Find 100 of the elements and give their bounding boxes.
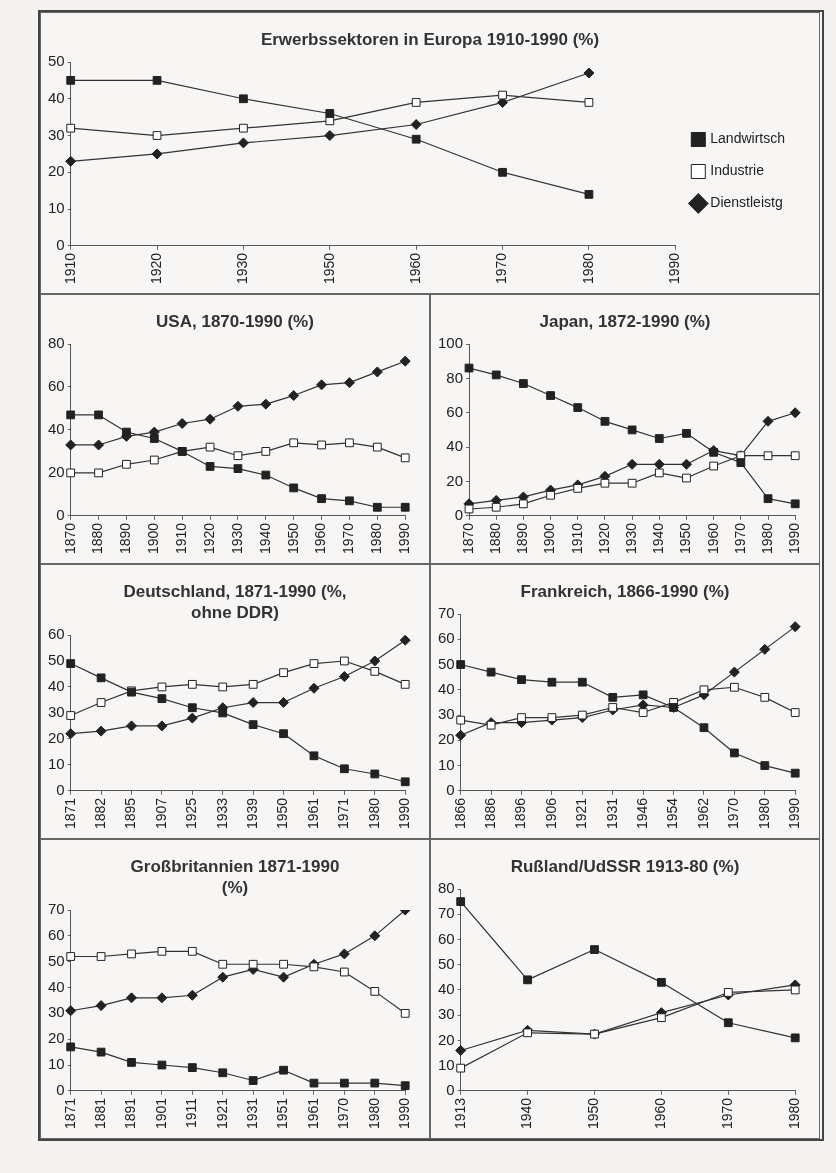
y-tick-label: 30 <box>48 703 65 721</box>
x-tick-label: 1870 <box>61 522 78 555</box>
y-tick-label: 50 <box>48 951 65 969</box>
y-tick-label: 0 <box>446 1081 455 1098</box>
x-tick-label: 1910 <box>568 522 585 555</box>
y-tick-label: 0 <box>56 506 65 523</box>
y-tick-label: 0 <box>56 236 65 253</box>
x-tick-label: 1907 <box>152 797 169 830</box>
x-tick-label: 1980 <box>786 1097 803 1130</box>
x-tick-label: 1925 <box>183 797 200 830</box>
y-tick-label: 20 <box>438 1030 455 1048</box>
y-tick-label: 40 <box>48 677 65 695</box>
y-tick-label: 60 <box>48 377 65 395</box>
y-tick-label: 40 <box>48 88 65 106</box>
x-tick-label: 1870 <box>459 522 476 555</box>
x-tick-label: 1950 <box>284 522 301 555</box>
y-tick-label: 20 <box>48 162 65 180</box>
y-tick-label: 40 <box>48 420 65 438</box>
y-tick-label: 10 <box>48 755 65 773</box>
x-tick-label: 1895 <box>122 797 139 830</box>
x-tick-label: 1961 <box>304 1097 321 1130</box>
y-tick-label: 60 <box>48 625 65 643</box>
x-tick-label: 1881 <box>91 1097 108 1130</box>
x-tick-label: 1911 <box>183 1097 200 1128</box>
y-tick-label: 0 <box>446 781 455 798</box>
legend-label: Industrie <box>710 162 765 179</box>
y-tick-label: 80 <box>438 879 455 897</box>
y-tick-label: 80 <box>48 334 65 352</box>
y-tick-label: 30 <box>48 1003 65 1021</box>
x-tick-label: 1990 <box>396 1097 413 1130</box>
x-tick-label: 1890 <box>117 522 134 555</box>
y-tick-label: 40 <box>438 679 455 697</box>
x-tick-label: 1931 <box>603 797 620 830</box>
x-tick-label: 1970 <box>335 1097 352 1130</box>
y-tick-label: 20 <box>48 1029 65 1047</box>
y-tick-label: 10 <box>438 1055 455 1073</box>
x-tick-label: 1970 <box>493 252 510 285</box>
x-tick-label: 1871 <box>61 797 78 830</box>
x-tick-label: 1990 <box>786 797 803 830</box>
chart-title: USA, 1870-1990 (%) <box>156 311 314 332</box>
x-tick-label: 1906 <box>542 797 559 830</box>
y-tick-label: 0 <box>454 506 464 523</box>
x-tick-label: 1970 <box>719 1097 736 1130</box>
y-tick-label: 0 <box>56 1081 65 1098</box>
x-tick-label: 1880 <box>89 522 106 555</box>
x-tick-label: 1940 <box>650 522 667 555</box>
x-tick-label: 1910 <box>173 522 190 555</box>
y-tick-label: 40 <box>48 977 65 995</box>
y-tick-label: 10 <box>438 755 455 773</box>
x-tick-label: 1990 <box>786 522 803 555</box>
y-tick-label: 40 <box>446 437 464 455</box>
y-tick-label: 100 <box>438 334 464 352</box>
x-tick-label: 1910 <box>61 252 78 285</box>
x-tick-label: 1871 <box>61 1097 78 1130</box>
x-tick-label: 1970 <box>340 522 357 555</box>
x-tick-label: 1901 <box>152 1097 169 1130</box>
y-tick-label: 80 <box>446 368 464 386</box>
x-tick-label: 1980 <box>758 522 775 555</box>
x-tick-label: 1866 <box>451 797 468 830</box>
y-tick-label: 30 <box>48 125 65 143</box>
y-tick-label: 50 <box>438 954 455 972</box>
x-tick-label: 1980 <box>579 252 596 285</box>
y-tick-label: 50 <box>438 654 455 672</box>
y-tick-label: 30 <box>438 705 455 723</box>
x-tick-label: 1930 <box>622 522 639 555</box>
x-tick-label: 1931 <box>244 1097 261 1130</box>
y-tick-label: 20 <box>446 471 464 489</box>
x-tick-label: 1950 <box>585 1097 602 1130</box>
y-tick-label: 60 <box>438 629 455 647</box>
x-tick-label: 1962 <box>694 797 711 830</box>
x-tick-label: 1920 <box>200 522 217 555</box>
x-tick-label: 1939 <box>244 797 261 830</box>
x-tick-label: 1891 <box>122 1097 139 1130</box>
x-tick-label: 1930 <box>234 252 251 285</box>
x-tick-label: 1990 <box>666 252 683 285</box>
y-tick-label: 40 <box>438 980 455 998</box>
y-tick-label: 20 <box>48 729 65 747</box>
y-tick-label: 50 <box>48 651 65 669</box>
x-tick-label: 1886 <box>481 797 498 830</box>
x-tick-label: 1954 <box>664 797 681 830</box>
y-tick-label: 30 <box>438 1005 455 1023</box>
x-tick-label: 1980 <box>368 522 385 555</box>
x-tick-label: 1900 <box>145 522 162 555</box>
x-tick-label: 1960 <box>652 1097 669 1130</box>
legend-label: Dienstleistg <box>710 194 783 211</box>
x-tick-label: 1951 <box>274 1097 291 1130</box>
x-tick-label: 1961 <box>304 797 321 830</box>
x-tick-label: 1940 <box>256 522 273 555</box>
x-tick-label: 1920 <box>595 522 612 555</box>
x-tick-label: 1950 <box>320 252 337 285</box>
x-tick-label: 1890 <box>514 522 531 555</box>
y-tick-label: 70 <box>438 904 455 922</box>
y-tick-label: 0 <box>56 781 65 798</box>
x-tick-label: 1913 <box>451 1097 468 1130</box>
chart-title: Rußland/UdSSR 1913-80 (%) <box>510 856 740 877</box>
y-tick-label: 60 <box>446 402 464 420</box>
x-tick-label: 1960 <box>704 522 721 555</box>
x-tick-label: 1990 <box>396 522 413 555</box>
y-tick-label: 20 <box>438 730 455 748</box>
x-tick-label: 1950 <box>274 797 291 830</box>
